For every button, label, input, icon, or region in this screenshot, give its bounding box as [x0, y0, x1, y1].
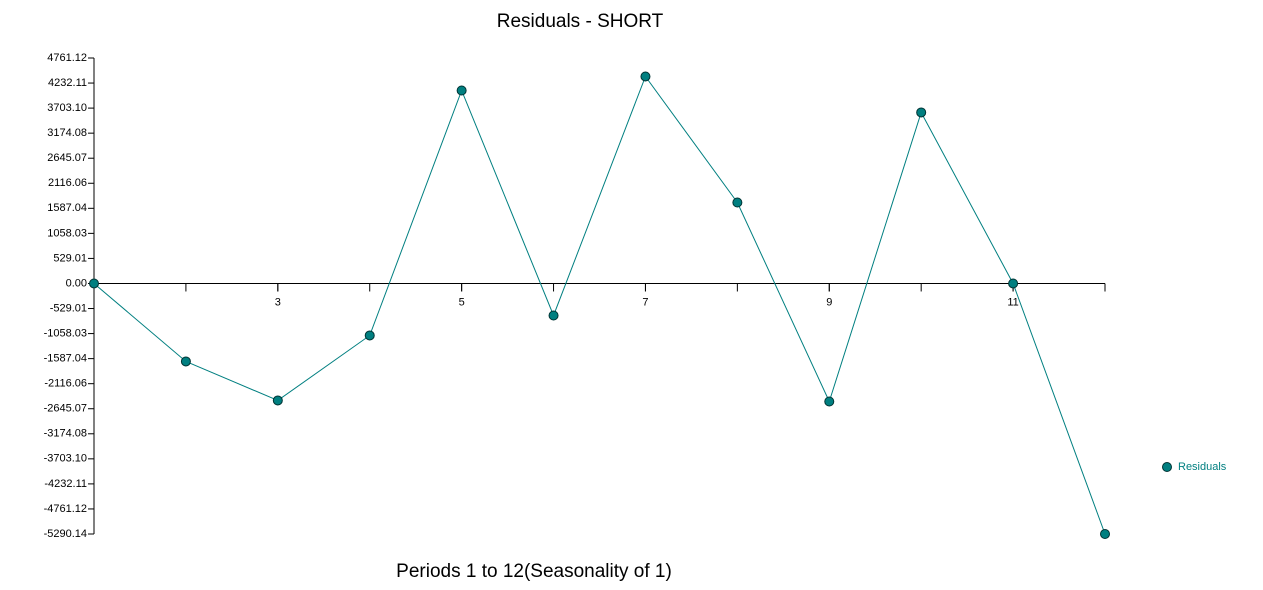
data-point: [456, 85, 467, 96]
y-tick-label: -3703.10: [44, 453, 87, 465]
data-point: [89, 278, 99, 289]
x-tick-label: 3: [275, 296, 281, 308]
y-tick-label: 3703.10: [47, 102, 87, 114]
data-point: [364, 330, 375, 341]
y-tick-label: 4761.12: [47, 52, 87, 64]
legend-marker: [1162, 462, 1172, 472]
y-tick-label: 1058.03: [47, 227, 87, 239]
x-tick-label: 7: [642, 296, 648, 308]
y-tick-label: 0.00: [66, 277, 87, 289]
y-tick-label: 1587.04: [47, 202, 87, 214]
y-tick-label: -1058.03: [44, 327, 87, 339]
y-tick-label: 529.01: [53, 252, 87, 264]
y-tick-label: -4761.12: [44, 503, 87, 515]
y-tick-label: -4232.11: [44, 478, 87, 490]
y-tick-label: 2116.06: [48, 177, 87, 189]
y-tick-label: -2645.07: [44, 403, 87, 415]
chart-title: Residuals - SHORT: [497, 11, 664, 32]
y-tick-label: -1587.04: [44, 353, 87, 365]
series-line: [93, 75, 1106, 535]
data-point: [640, 71, 651, 82]
x-tick-label: 9: [826, 296, 832, 308]
y-tick-label: -529.01: [50, 302, 87, 314]
y-tick-label: 4232.11: [48, 77, 87, 89]
data-point: [1008, 278, 1019, 289]
y-tick-label: 2645.07: [47, 152, 87, 164]
y-tick-label: 3174.08: [47, 127, 87, 139]
x-axis-label: Periods 1 to 12(Seasonality of 1): [396, 561, 672, 582]
y-tick-label: -2116.06: [44, 378, 87, 390]
data-point: [916, 107, 927, 118]
data-point: [272, 395, 283, 406]
data-point: [732, 197, 743, 208]
data-point: [548, 310, 559, 321]
legend-label: Residuals: [1178, 461, 1227, 473]
y-tick-label: -3174.08: [44, 428, 87, 440]
y-tick-label: -5290.14: [44, 528, 87, 540]
data-point: [180, 356, 191, 367]
data-point: [824, 396, 835, 407]
data-point: [1100, 529, 1110, 539]
x-tick-label: 5: [459, 296, 465, 308]
x-tick-label: 11: [1007, 296, 1018, 308]
